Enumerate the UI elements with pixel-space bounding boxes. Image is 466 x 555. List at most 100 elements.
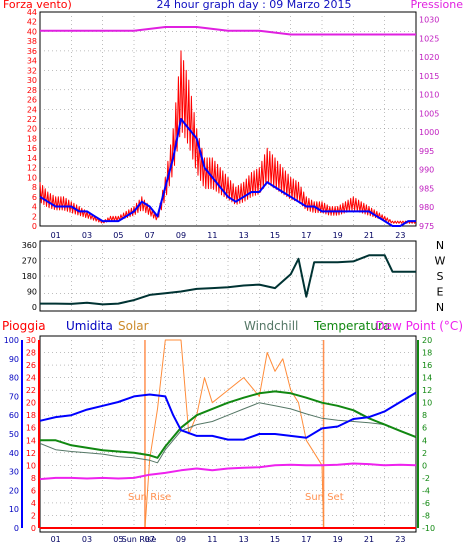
humidity-tick-label: 30 — [9, 468, 19, 477]
rain-tick-label: 10 — [26, 461, 36, 470]
solar-series — [144, 339, 325, 529]
humidity-tick-label: 0 — [14, 524, 19, 533]
wind-tick-label: 2 — [32, 212, 37, 221]
pressure-tick-label: 1020 — [419, 53, 439, 62]
temp-tick-label: 8 — [422, 411, 427, 420]
temp-tick-label: -10 — [422, 524, 435, 533]
compass-label: N — [436, 239, 444, 252]
humidity-tick-label: 80 — [9, 374, 19, 383]
wind-hour-label: 17 — [301, 231, 311, 240]
wind-hour-label: 23 — [395, 231, 405, 240]
compass-label: W — [435, 255, 446, 268]
sun-rise-hour-tick: Sun Rise — [122, 535, 157, 544]
wind-hour-label: 21 — [364, 231, 374, 240]
temp-tick-label: -2 — [422, 474, 430, 483]
rain-tick-label: 28 — [26, 349, 36, 358]
temp-hour-label: 11 — [207, 535, 217, 544]
rain-tick-label: 4 — [31, 499, 36, 508]
temp-hour-label: 15 — [270, 535, 280, 544]
solar-legend: Solar — [118, 319, 149, 333]
wind-hour-label: 11 — [207, 231, 217, 240]
pressure-tick-label: 995 — [419, 147, 434, 156]
humidity-tick-label: 50 — [9, 430, 19, 439]
humidity-series — [39, 391, 417, 441]
temperature-legend: Temperatura — [313, 319, 390, 333]
rain-tick-label: 22 — [26, 386, 36, 395]
wind-panel-frame — [39, 11, 417, 227]
windchill-legend: Windchill — [244, 319, 298, 333]
temp-tick-label: -4 — [422, 486, 430, 495]
temp-tick-label: 14 — [422, 374, 432, 383]
chart-title: 24 hour graph day : 09 Marzo 2015 — [156, 0, 351, 11]
temperature-series — [40, 390, 417, 459]
compass-label: N — [436, 301, 444, 314]
rain-tick-label: 26 — [26, 361, 36, 370]
wind-hour-label: 09 — [176, 231, 186, 240]
pressure-tick-label: 1025 — [419, 34, 439, 43]
humidity-tick-label: 90 — [9, 355, 19, 364]
wind-hour-label: 01 — [51, 231, 61, 240]
wind-tick-label: 28 — [27, 86, 37, 95]
pressure-tick-label: 980 — [419, 203, 434, 212]
direction-tick-label: 90 — [27, 288, 37, 297]
temp-hour-label: 19 — [333, 535, 343, 544]
wind-tick-label: 26 — [27, 96, 37, 105]
temp-panel-frame — [39, 335, 417, 533]
rain-tick-label: 16 — [26, 424, 36, 433]
wind-tick-label: 8 — [32, 183, 37, 192]
dewpoint-series — [39, 462, 417, 481]
direction-tick-label: 180 — [22, 272, 37, 281]
wind-hour-label: 15 — [270, 231, 280, 240]
temp-tick-label: 10 — [422, 399, 432, 408]
wind-tick-label: 18 — [27, 134, 37, 143]
temp-hour-label: 03 — [82, 535, 92, 544]
rain-tick-label: 2 — [31, 511, 36, 520]
pressure-axis-label: Pressione — [411, 0, 464, 11]
temp-tick-label: 16 — [422, 361, 432, 370]
temp-tick-label: 4 — [422, 436, 427, 445]
rain-legend: Pioggia — [2, 319, 46, 333]
rain-tick-label: 6 — [31, 486, 36, 495]
pressure-tick-label: 1000 — [419, 128, 439, 137]
wind-hour-label: 19 — [333, 231, 343, 240]
sun-set-label: Sun Set — [305, 492, 344, 503]
wind-hour-label: 03 — [82, 231, 92, 240]
pressure-tick-label: 1030 — [419, 16, 439, 25]
temp-tick-label: 12 — [422, 386, 432, 395]
humidity-tick-label: 40 — [9, 449, 19, 458]
dewpoint-legend: Dew Point (°C) — [375, 319, 463, 333]
temp-tick-label: 18 — [422, 349, 432, 358]
rain-tick-label: 24 — [26, 374, 36, 383]
temp-tick-label: 6 — [422, 424, 427, 433]
humidity-tick-label: 60 — [9, 411, 19, 420]
wind-tick-label: 30 — [27, 76, 37, 85]
humidity-legend: Umidita — [66, 319, 113, 333]
wind-average-series — [39, 118, 416, 227]
wind-axis-label: Forza vento) — [3, 0, 72, 11]
wind-tick-label: 36 — [27, 47, 37, 56]
wind-tick-label: 34 — [27, 57, 37, 66]
wind-tick-label: 32 — [27, 66, 37, 75]
rain-tick-label: 18 — [26, 411, 36, 420]
windchill-series — [39, 402, 385, 464]
direction-tick-label: 270 — [22, 257, 37, 266]
pressure-tick-label: 985 — [419, 184, 434, 193]
wind-hour-label: 13 — [239, 231, 249, 240]
humidity-tick-label: 20 — [9, 486, 19, 495]
rain-tick-label: 14 — [26, 436, 36, 445]
wind-tick-label: 6 — [32, 193, 37, 202]
humidity-tick-label: 70 — [9, 392, 19, 401]
temp-hour-label: 17 — [301, 535, 311, 544]
wind-tick-label: 0 — [32, 222, 37, 231]
pressure-tick-label: 990 — [419, 166, 434, 175]
pressure-tick-label: 1005 — [419, 109, 439, 118]
sun-rise-label: Sun Rise — [128, 492, 171, 503]
pressure-tick-label: 1015 — [419, 72, 439, 81]
temp-hour-label: 21 — [364, 535, 374, 544]
wind-direction-series — [40, 254, 416, 306]
wind-tick-label: 10 — [27, 173, 37, 182]
wind-hour-label: 05 — [113, 231, 123, 240]
pressure-tick-label: 1010 — [419, 91, 439, 100]
temp-tick-label: 2 — [422, 449, 427, 458]
